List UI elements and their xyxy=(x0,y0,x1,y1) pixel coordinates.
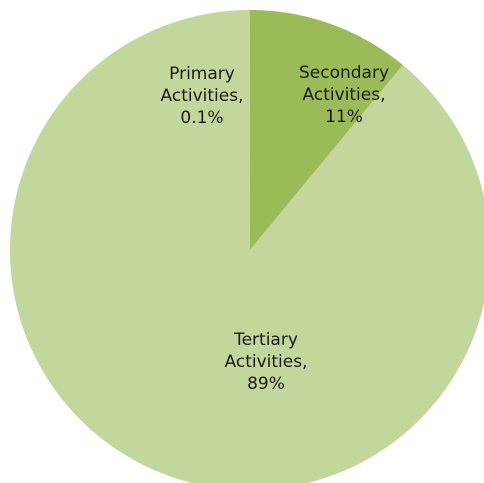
label-secondary-line: 11% xyxy=(325,107,363,127)
label-secondary: Secondary Activities, 11% xyxy=(299,63,389,127)
label-primary-line: 0.1% xyxy=(180,108,223,128)
label-tertiary-line: 89% xyxy=(247,374,285,394)
label-secondary-line: Activities, xyxy=(303,85,386,105)
slice-primary xyxy=(248,9,250,251)
label-tertiary-line: Tertiary xyxy=(233,330,298,350)
label-primary: Primary Activities, 0.1% xyxy=(161,64,244,128)
slice-secondary xyxy=(250,10,403,250)
label-primary-line: Primary xyxy=(169,64,235,84)
slice-tertiary xyxy=(9,10,484,483)
pie-labels: Primary Activities, 0.1%Secondary Activitie… xyxy=(161,63,390,394)
label-tertiary-line: Activities, xyxy=(225,352,308,372)
label-secondary-line: Secondary xyxy=(299,63,389,83)
label-primary-line: Activities, xyxy=(161,86,244,106)
pie-slices xyxy=(9,9,484,483)
label-tertiary: Tertiary Activities, 89% xyxy=(225,330,308,394)
